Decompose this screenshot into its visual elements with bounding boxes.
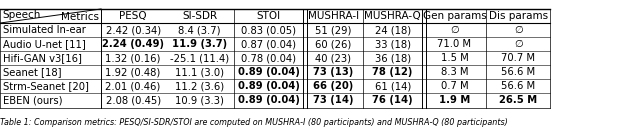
Text: 66 (20): 66 (20) (313, 81, 353, 91)
Text: 11.2 (3.6): 11.2 (3.6) (175, 81, 224, 91)
Text: 1.32 (0.16): 1.32 (0.16) (106, 53, 161, 63)
Text: 0.89 (0.04): 0.89 (0.04) (238, 81, 300, 91)
Text: EBEN (ours): EBEN (ours) (3, 95, 63, 105)
Text: Simulated In-ear: Simulated In-ear (3, 25, 86, 35)
Text: 40 (23): 40 (23) (315, 53, 351, 63)
Text: Strm-Seanet [20]: Strm-Seanet [20] (3, 81, 89, 91)
Text: 2.24 (0.49): 2.24 (0.49) (102, 39, 164, 49)
Text: 71.0 M: 71.0 M (437, 39, 472, 49)
Text: 61 (14): 61 (14) (374, 81, 411, 91)
Text: 1.9 M: 1.9 M (439, 95, 470, 105)
Text: Speech: Speech (2, 10, 40, 20)
Text: Seanet [18]: Seanet [18] (3, 67, 61, 77)
Text: 8.4 (3.7): 8.4 (3.7) (179, 25, 221, 35)
Text: 10.9 (3.3): 10.9 (3.3) (175, 95, 224, 105)
Text: STOI: STOI (257, 11, 281, 21)
Text: 76 (14): 76 (14) (372, 95, 413, 105)
Text: 8.3 M: 8.3 M (441, 67, 468, 77)
Text: 24 (18): 24 (18) (374, 25, 411, 35)
Text: PESQ: PESQ (119, 11, 147, 21)
Text: Table 1: Comparison metrics: PESQ/SI-SDR/STOI are computed on MUSHRA-I (80 parti: Table 1: Comparison metrics: PESQ/SI-SDR… (0, 118, 508, 127)
Text: 26.5 M: 26.5 M (499, 95, 538, 105)
Text: Audio U-net [11]: Audio U-net [11] (3, 39, 86, 49)
Text: Gen params: Gen params (422, 11, 486, 21)
Text: 70.7 M: 70.7 M (501, 53, 536, 63)
Text: 2.01 (0.46): 2.01 (0.46) (106, 81, 161, 91)
Text: Metrics: Metrics (61, 12, 99, 22)
Text: 2.08 (0.45): 2.08 (0.45) (106, 95, 161, 105)
Text: ∅: ∅ (450, 25, 459, 35)
Text: Dis params: Dis params (489, 11, 548, 21)
Text: 0.89 (0.04): 0.89 (0.04) (238, 67, 300, 77)
Text: 0.7 M: 0.7 M (440, 81, 468, 91)
Text: 73 (14): 73 (14) (313, 95, 353, 105)
Text: MUSHRA-Q: MUSHRA-Q (364, 11, 421, 21)
Text: 56.6 M: 56.6 M (501, 67, 536, 77)
Text: 1.5 M: 1.5 M (440, 53, 468, 63)
Text: 51 (29): 51 (29) (315, 25, 351, 35)
Text: 11.9 (3.7): 11.9 (3.7) (172, 39, 227, 49)
Text: ∅: ∅ (514, 25, 523, 35)
Text: 0.83 (0.05): 0.83 (0.05) (241, 25, 296, 35)
Text: Hifi-GAN v3[16]: Hifi-GAN v3[16] (3, 53, 82, 63)
Text: 0.78 (0.04): 0.78 (0.04) (241, 53, 296, 63)
Text: 2.42 (0.34): 2.42 (0.34) (106, 25, 161, 35)
Text: 60 (26): 60 (26) (315, 39, 351, 49)
Text: SI-SDR: SI-SDR (182, 11, 217, 21)
Text: -25.1 (11.4): -25.1 (11.4) (170, 53, 229, 63)
Text: 56.6 M: 56.6 M (501, 81, 536, 91)
Text: 0.87 (0.04): 0.87 (0.04) (241, 39, 296, 49)
Text: 33 (18): 33 (18) (374, 39, 411, 49)
Text: MUSHRA-I: MUSHRA-I (308, 11, 358, 21)
Text: 73 (13): 73 (13) (313, 67, 353, 77)
Text: 36 (18): 36 (18) (374, 53, 411, 63)
Text: 78 (12): 78 (12) (372, 67, 413, 77)
Text: ∅: ∅ (514, 39, 523, 49)
Text: 1.92 (0.48): 1.92 (0.48) (106, 67, 161, 77)
Text: 0.89 (0.04): 0.89 (0.04) (238, 95, 300, 105)
Text: 11.1 (3.0): 11.1 (3.0) (175, 67, 224, 77)
